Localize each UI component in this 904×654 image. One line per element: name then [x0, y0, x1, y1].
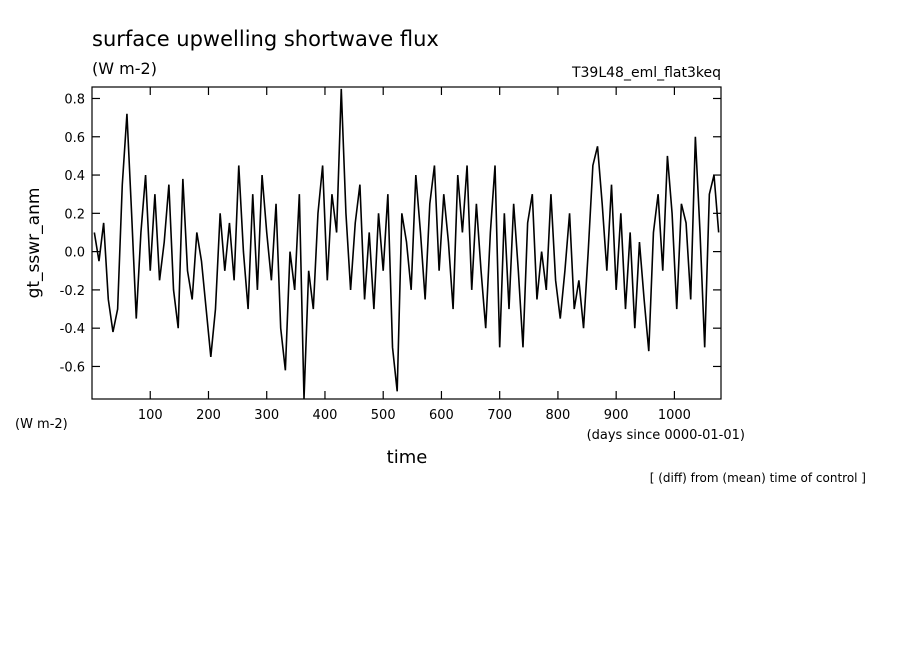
x-tick-label: 700: [487, 408, 512, 423]
x-tick-label: 200: [196, 408, 221, 423]
y-tick-label: 0.8: [64, 92, 85, 107]
y-units: (W m-2): [15, 417, 68, 432]
x-tick-label: 1000: [658, 408, 691, 423]
y-tick-label: 0.4: [64, 169, 85, 184]
x-units: (days since 0000-01-01): [587, 428, 745, 443]
x-tick-label: 400: [313, 408, 338, 423]
y-tick-label: 0.0: [64, 246, 85, 261]
x-tick-label: 500: [371, 408, 396, 423]
x-tick-label: 800: [546, 408, 571, 423]
data-line: [93, 88, 720, 400]
chart-subtitle: (W m-2): [92, 59, 157, 78]
note: [ (diff) from (mean) time of control ]: [650, 471, 866, 485]
chart-title: surface upwelling shortwave flux: [92, 27, 439, 51]
x-tick-label: 600: [429, 408, 454, 423]
y-tick-label: 0.2: [64, 207, 85, 222]
y-tick-label: -0.4: [60, 322, 85, 337]
x-tick-label: 100: [138, 408, 163, 423]
y-axis-label: gt_sswr_anm: [24, 188, 44, 299]
x-tick-label: 300: [254, 408, 279, 423]
plot-frame: [91, 86, 722, 400]
y-tick-label: -0.6: [60, 360, 85, 375]
x-axis-label: time: [387, 447, 428, 468]
x-tick-label: 900: [604, 408, 629, 423]
y-tick-label: -0.2: [60, 284, 85, 299]
y-tick-label: 0.6: [64, 131, 85, 146]
annotation: T39L48_eml_flat3keq: [571, 65, 721, 81]
